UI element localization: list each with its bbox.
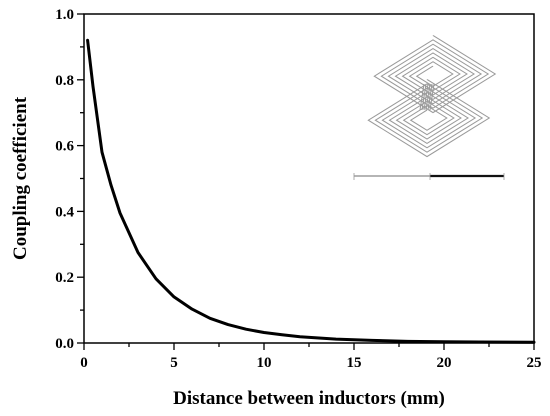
inductor-inset-icon — [353, 35, 505, 180]
y-tick-label: 0.6 — [55, 139, 74, 155]
y-tick-label: 0.8 — [55, 73, 74, 89]
x-tick-label: 20 — [437, 355, 452, 371]
x-tick-label: 25 — [527, 355, 542, 371]
x-tick-label: 10 — [257, 355, 272, 371]
y-tick-label: 0.4 — [55, 204, 74, 220]
y-tick-label: 0.2 — [55, 270, 74, 286]
y-tick-label: 1.0 — [55, 7, 74, 23]
x-tick-label: 15 — [347, 355, 362, 371]
plot-frame — [83, 13, 535, 344]
x-tick-label: 5 — [170, 355, 178, 371]
series-line — [86, 38, 536, 344]
y-axis-label: Coupling coefficient — [10, 96, 31, 260]
y-tick-label: 0.0 — [55, 336, 74, 352]
axis-ticks — [77, 13, 535, 350]
x-tick-label: 0 — [80, 355, 88, 371]
axis-tick-labels: 0 5 10 15 20 25 0.0 0.2 0.4 0.6 0.8 1.0 — [55, 7, 541, 371]
x-axis-label: Distance between inductors (mm) — [173, 388, 445, 409]
